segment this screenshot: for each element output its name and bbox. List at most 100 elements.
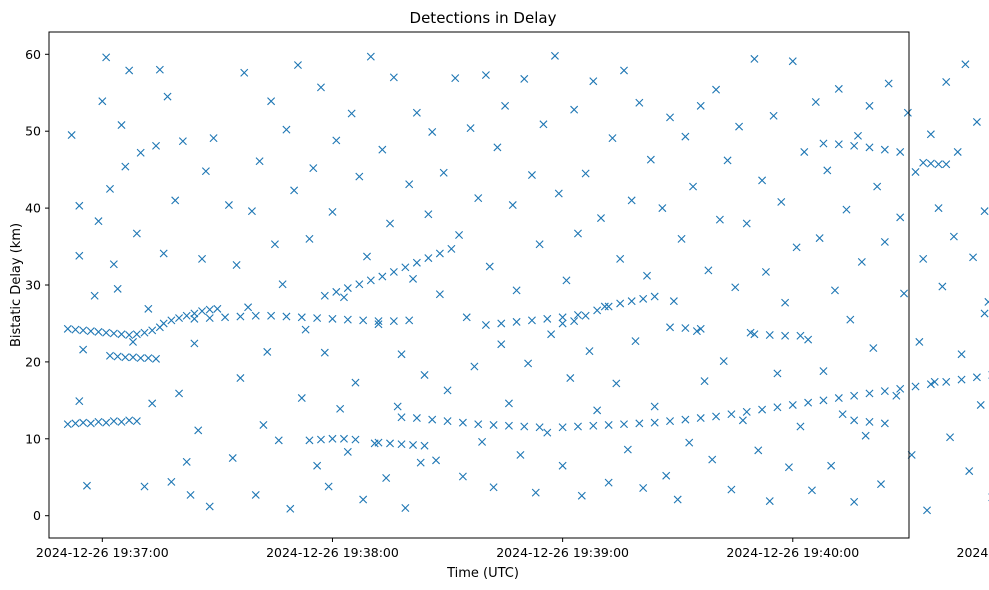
chart-title: Detections in Delay [410,9,557,27]
data-point-marker [758,176,767,185]
data-point-marker [194,426,203,435]
data-point-marker [604,420,613,429]
data-point-marker [715,215,724,224]
data-point-marker [359,316,368,325]
data-point-marker [136,148,145,157]
data-point-marker [926,130,935,139]
data-point-marker [332,136,341,145]
data-point-marker [198,254,207,263]
data-point-marker [198,307,207,316]
data-point-marker [727,410,736,419]
data-point-marker [811,97,820,106]
data-point-marker [247,207,256,216]
data-point-marker [478,437,487,446]
data-point-marker [520,74,529,83]
data-point-marker [761,267,770,276]
data-point-marker [489,483,498,492]
data-point-marker [458,472,467,481]
data-point-marker [213,304,222,313]
data-point-marker [903,108,912,117]
data-point-marker [455,231,464,240]
data-point-marker [401,504,410,512]
data-point-marker [121,162,130,171]
data-point-marker [485,262,494,271]
data-point-marker [677,234,686,243]
data-point-marker [447,244,456,253]
data-point-marker [132,229,141,238]
data-point-marker [696,324,705,333]
data-point-marker [527,316,536,325]
data-point-marker [263,347,272,356]
y-tick-label: 10 [25,431,41,446]
data-point-marker [152,354,161,363]
data-point-marker [692,327,701,336]
data-point-marker [635,419,644,428]
y-tick-label: 20 [25,354,41,369]
data-point-marker [712,412,721,421]
data-point-marker [750,54,759,63]
data-point-marker [934,160,943,169]
data-point-marker [102,328,111,337]
data-point-marker [869,344,878,353]
data-point-marker [861,431,870,440]
data-point-marker [689,182,698,191]
data-point-marker [366,276,375,285]
data-point-marker [355,172,364,181]
data-point-marker [309,164,318,173]
data-point-marker [109,329,118,338]
data-point-marker [75,201,84,210]
data-point-marker [573,229,582,238]
data-point-marker [397,413,406,422]
data-point-marker [735,122,744,131]
data-point-marker [896,213,905,222]
x-tick-label: 2024-12-26 19:37:00 [36,545,169,560]
data-point-marker [558,319,567,328]
data-point-marker [75,397,84,406]
data-point-marker [481,320,490,329]
y-axis-title: Bistatic Delay (km) [9,223,24,347]
data-point-marker [915,337,924,346]
data-point-marker [163,92,172,101]
data-point-marker [386,439,394,448]
data-point-marker [769,111,778,120]
data-point-marker [550,51,559,60]
data-point-marker [926,380,935,389]
data-point-marker [946,433,955,442]
data-point-marker [666,113,675,122]
data-point-marker [512,317,521,326]
data-point-marker [136,354,145,363]
data-point-marker [94,327,103,336]
data-point-marker [171,196,180,205]
data-point-marker [175,314,184,323]
data-point-marker [190,314,199,323]
data-point-marker [516,450,525,459]
data-point-marker [807,486,816,495]
data-point-marker [531,488,540,497]
data-point-marker [865,417,874,426]
data-point-marker [409,440,418,449]
data-point-marker [604,302,613,311]
data-point-marker [178,137,187,146]
data-point-marker [972,117,981,126]
data-point-marker [570,105,579,114]
data-point-marker [953,147,962,156]
data-point-marker [167,316,176,325]
data-point-marker [282,125,291,134]
data-point-marker [313,461,322,470]
x-axis-ticks: 2024-12-26 19:37:00 2024-12-26 19:38:00 20… [36,538,989,560]
data-point-marker [117,330,126,339]
data-point-marker [923,506,932,515]
data-point-marker [504,399,513,408]
data-point-marker [727,485,736,494]
data-point-marker [919,254,928,263]
data-point-marker [148,399,157,408]
data-point-marker [969,253,978,262]
data-point-marker [125,66,134,75]
data-point-marker [846,315,855,324]
data-point-marker [474,420,483,429]
data-point-marker [332,287,341,296]
data-point-marker [972,373,981,382]
x-axis-title: Time (UTC) [446,566,519,581]
data-point-marker [577,491,586,500]
data-point-marker [132,330,141,339]
